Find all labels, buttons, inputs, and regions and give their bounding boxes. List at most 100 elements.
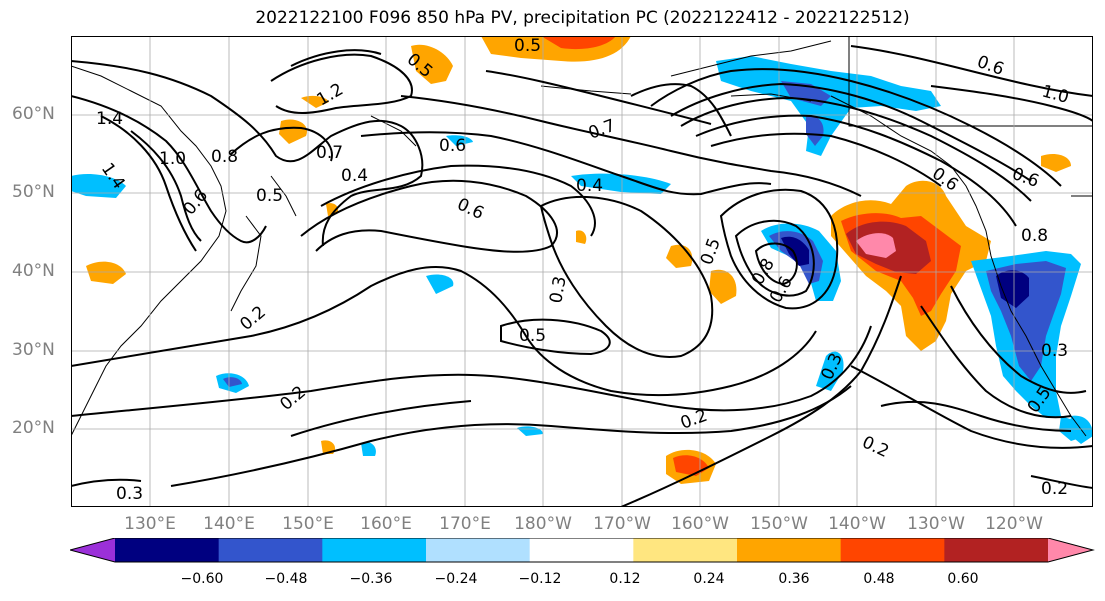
pv-contour [670,82,1032,182]
pv-contour [70,325,872,417]
pv-contour [630,83,732,137]
colorbar-extend-min [70,538,115,562]
pv-contour [1030,475,1094,489]
colorbar-segment [115,538,220,562]
lat-label-30n: 30°N [12,340,55,360]
map-panel: 1.4 1.4 1.0 0.8 0.6 0.5 0.5 0.7 0.4 1.2 … [70,36,1094,508]
lon-label-170w: 170°W [593,514,651,534]
precip-region [806,115,824,146]
lon-label-150e: 150°E [282,514,334,534]
colorbar-segment [840,538,945,562]
contour-label: 0.7 [316,143,343,163]
coastlines [70,36,1093,437]
colorbar-tick: −0.36 [349,571,393,587]
precip-region [816,351,844,391]
pv-contour [320,164,596,237]
coastline-alaska [670,40,832,77]
precip-region [426,274,454,294]
colorbar [70,538,1095,563]
colorbar-tick: 0.48 [863,571,895,587]
pv-contour [719,188,839,310]
lat-label-20n: 20°N [12,418,55,438]
pv-contour [70,95,267,244]
pv-contour [920,305,1072,419]
coastline-aleutians [540,85,632,95]
lon-label-160w: 160°W [671,514,729,534]
graticule [71,36,1093,507]
colorbar-outline [70,538,1095,563]
contour-label: 0.3 [1041,341,1068,361]
precip-region [321,440,336,454]
coastline-japan [230,215,262,312]
coastline-north-america [830,95,1087,437]
precip-region [223,377,242,387]
contour-label: 0.4 [576,176,603,196]
pv-contour [70,60,424,247]
colorbar-segment [944,538,1049,562]
pv-contour [650,68,1062,187]
precip-shading [71,36,1093,484]
lon-label-170e: 170°E [439,514,491,534]
lon-label-120w: 120°W [985,514,1043,534]
colorbar-segment [322,538,427,562]
lon-label-130e: 130°E [124,514,176,534]
precip-region [361,441,376,456]
pv-contour [130,130,202,242]
map-frame [71,36,1093,507]
contour-label: 0.3 [546,275,570,305]
pv-contour [360,131,772,196]
lon-label-180w: 180°W [514,514,572,534]
contour-label: 0.2 [1041,479,1068,499]
precip-positive-ne-pacific [831,180,991,351]
lat-label-60n: 60°N [12,104,55,124]
precip-region [71,174,126,198]
map-svg: 1.4 1.4 1.0 0.8 0.6 0.5 0.5 0.7 0.4 1.2 … [70,36,1094,508]
pv-contour [539,196,714,358]
pv-contour [70,265,817,397]
pv-contour [710,132,942,187]
precip-region [446,135,473,146]
contour-label: 0.4 [341,166,368,186]
pv-contour [290,400,472,437]
precip-region [856,233,896,258]
colorbar-tick: 0.12 [609,571,641,587]
lon-label-140w: 140°W [828,514,886,534]
pv-contours [70,45,1094,508]
pv-contour [290,49,382,67]
pv-contour [754,242,798,286]
colorbar-segment [529,538,634,562]
colorbar-segment [737,538,842,562]
contour-label: 1.0 [159,149,186,169]
contour-label: 1.4 [96,109,123,129]
precip-region [411,44,453,84]
pv-contour [734,219,815,297]
colorbar-tick: 0.60 [947,571,979,587]
pv-contour [400,95,862,197]
precip-region [996,270,1029,308]
lon-label-150w: 150°W [750,514,808,534]
precip-negative-alaska [716,56,941,156]
precip-region [541,36,616,50]
contour-label: 0.5 [514,36,541,56]
colorbar-tick: −0.48 [264,571,308,587]
colorbar-segment [426,538,531,562]
pv-contour [170,385,852,487]
lon-label-130w: 130°W [907,514,965,534]
lat-label-50n: 50°N [12,182,55,202]
colorbar-segments [70,538,1093,562]
precip-region [716,56,941,156]
colorbar-tick: −0.60 [180,571,224,587]
coastline-japan [270,175,297,217]
political-border [848,36,1093,127]
contour-label: 0.6 [439,136,466,156]
precip-region [279,119,307,144]
precip-region [781,81,831,106]
contour-label: 0.5 [519,326,546,346]
pv-contour [850,365,1094,449]
pv-contour [485,70,712,125]
colorbar-segment [633,538,738,562]
lat-label-40n: 40°N [12,261,55,281]
colorbar-tick: −0.12 [518,571,562,587]
contour-label: 0.8 [1021,226,1048,246]
pv-contour [880,400,1072,432]
